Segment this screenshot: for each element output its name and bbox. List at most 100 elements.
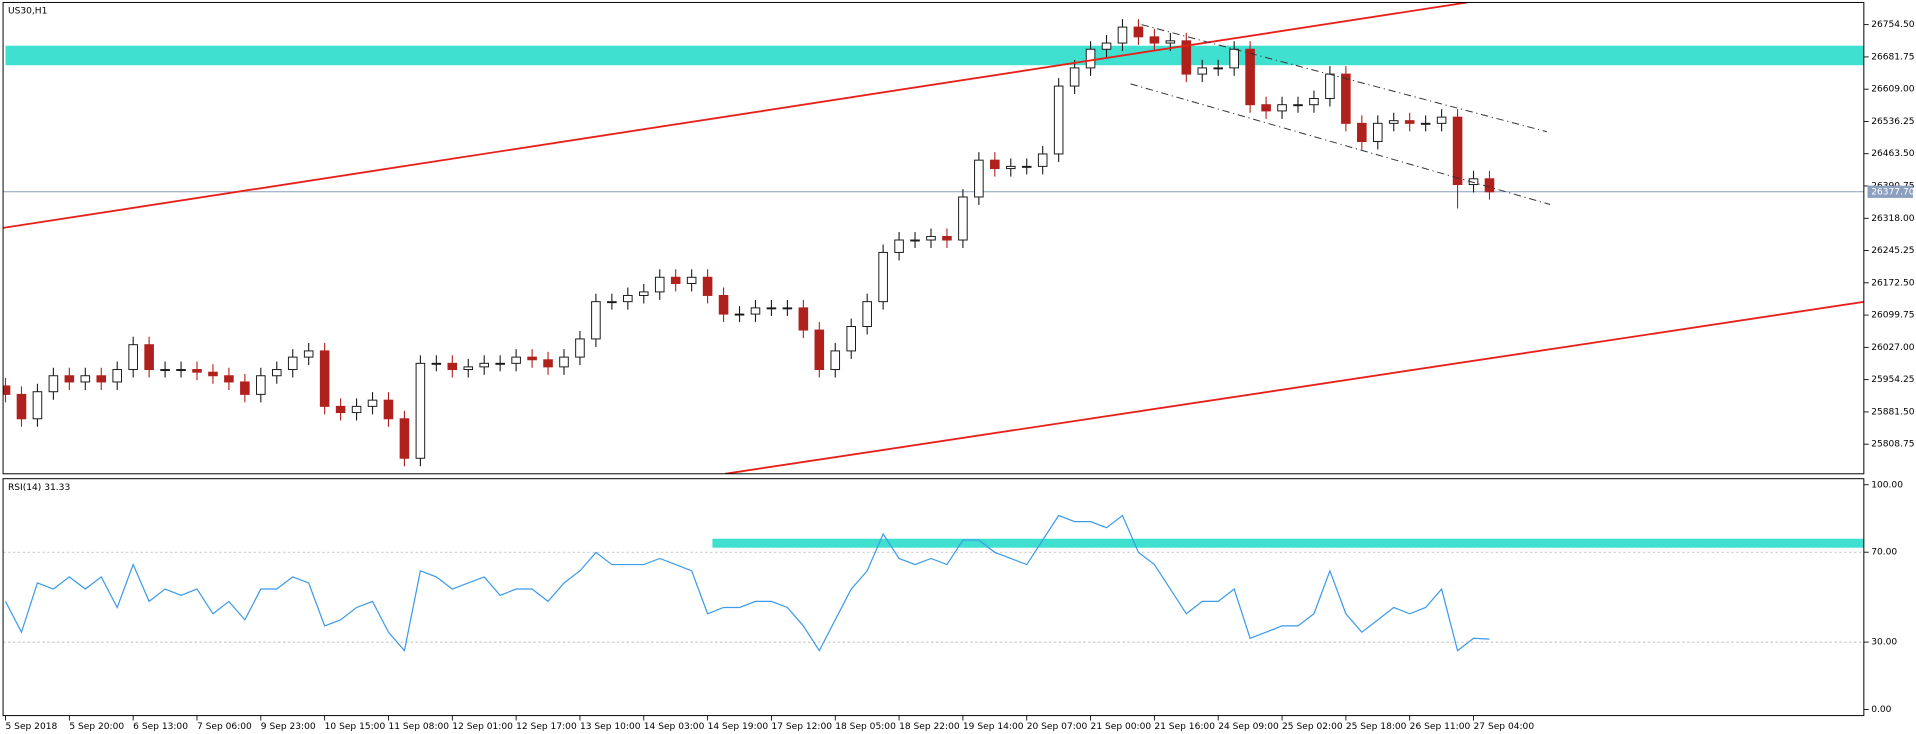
candle-body [144, 344, 154, 371]
candle-body [894, 239, 904, 253]
x-tick-label: 25 Sep 02:00 [1282, 722, 1343, 732]
candle-body [96, 375, 107, 383]
y-tick-label: 30.00 [1871, 638, 1897, 648]
x-tick-label: 21 Sep 00:00 [1091, 722, 1152, 732]
x-tick-label: 7 Sep 06:00 [197, 722, 252, 732]
x-tick-label: 17 Sep 12:00 [771, 722, 832, 732]
rsi-line [4, 514, 1490, 652]
candle-body [1452, 116, 1463, 186]
y-tick-label: 26318.00 [1871, 214, 1915, 224]
candle-body [112, 369, 123, 383]
candle-body [1037, 153, 1048, 167]
candle-body [1149, 36, 1160, 44]
x-tick-label: 18 Sep 22:00 [899, 722, 960, 732]
candle-body [1181, 40, 1192, 75]
x-tick-label: 26 Sep 11:00 [1410, 722, 1471, 732]
candle-body [256, 375, 266, 395]
x-tick-label: 18 Sep 05:00 [835, 722, 896, 732]
y-tick-label: 25808.75 [1871, 440, 1914, 450]
candle-body [862, 301, 872, 327]
candle-body [1117, 26, 1128, 44]
candle-body [431, 362, 442, 365]
x-tick-label: 27 Sep 04:00 [1474, 722, 1535, 732]
rsi-panel-border [2, 478, 1865, 717]
candle-body [1005, 165, 1016, 170]
candle-body [670, 276, 681, 284]
candle-body [383, 399, 394, 420]
x-tick-label: 5 Sep 20:00 [69, 722, 124, 732]
candle-body [543, 359, 553, 368]
candle-body [1085, 48, 1096, 69]
x-tick-label: 6 Sep 13:00 [133, 722, 188, 732]
price-panel [3, 2, 1864, 474]
candle-body [798, 307, 809, 331]
candle-body [271, 369, 282, 377]
y-tick-label: 26536.25 [1871, 117, 1914, 127]
x-tick-label: 11 Sep 08:00 [388, 722, 449, 732]
trend-line [1141, 24, 1548, 133]
y-tick-label: 26027.00 [1871, 343, 1915, 353]
candle-body [607, 301, 617, 304]
candle-body [1388, 120, 1399, 124]
candle-body [1229, 48, 1239, 69]
candle-body [1197, 67, 1208, 75]
rsi-title: RSI(14) 31.33 [8, 483, 70, 493]
y-tick-label: 26245.25 [1871, 246, 1914, 256]
last-price-label: 26377.70 [1871, 187, 1915, 197]
candle-body [495, 362, 505, 365]
x-tick-label: 24 Sep 09:00 [1218, 722, 1279, 732]
candle-body [160, 369, 170, 372]
candle-body [367, 399, 378, 407]
candle-body [686, 276, 697, 284]
y-tick-label: 26754.50 [1871, 20, 1915, 30]
candle-body [1404, 120, 1415, 124]
candle-body [702, 276, 713, 296]
candle-body [415, 362, 426, 459]
candle-body [335, 405, 346, 414]
y-tick-label: 25954.25 [1871, 375, 1914, 385]
y-tick-label: 25881.50 [1871, 407, 1915, 417]
candle-body [303, 350, 314, 358]
candle-body [830, 350, 841, 371]
rsi-panel [3, 514, 1864, 652]
candle-body [734, 313, 745, 316]
candle-body [910, 239, 920, 242]
y-tick-label: 26463.50 [1871, 149, 1915, 159]
candle-body [16, 393, 27, 420]
candle-body [718, 294, 729, 315]
candle-body [1101, 42, 1112, 50]
candle-body [1325, 73, 1335, 99]
candle-body [319, 350, 330, 407]
candle-body [240, 381, 250, 395]
candle-body [1213, 67, 1224, 70]
candle-body [128, 344, 138, 371]
x-tick-label: 20 Sep 07:00 [1027, 722, 1088, 732]
candle-body [48, 375, 59, 393]
x-tick-label: 10 Sep 15:00 [325, 722, 386, 732]
candle-body [974, 159, 984, 198]
candle-body [3, 385, 11, 395]
candle-body [1420, 122, 1431, 125]
candle-body [638, 291, 649, 296]
y-tick-label: 26172.50 [1871, 278, 1915, 288]
candle-body [846, 326, 857, 352]
candle-body [1357, 122, 1367, 143]
price-panel-border [2, 1, 1865, 475]
candle-body [192, 369, 202, 373]
candle-body [878, 251, 888, 303]
last-price-box [1867, 185, 1913, 198]
candle-body [1341, 73, 1351, 124]
candle-body [1165, 40, 1176, 44]
candle-body [750, 307, 761, 315]
candle-body [814, 329, 825, 371]
candle-body [1133, 26, 1144, 38]
candle-body [1053, 85, 1064, 155]
candle-body [1436, 116, 1447, 124]
candle-body [80, 375, 91, 383]
candle-body [654, 276, 665, 293]
x-tick-label: 14 Sep 19:00 [708, 722, 769, 732]
candle-body [1021, 165, 1032, 168]
candle-body [1277, 104, 1287, 112]
candle-body [990, 159, 1000, 170]
